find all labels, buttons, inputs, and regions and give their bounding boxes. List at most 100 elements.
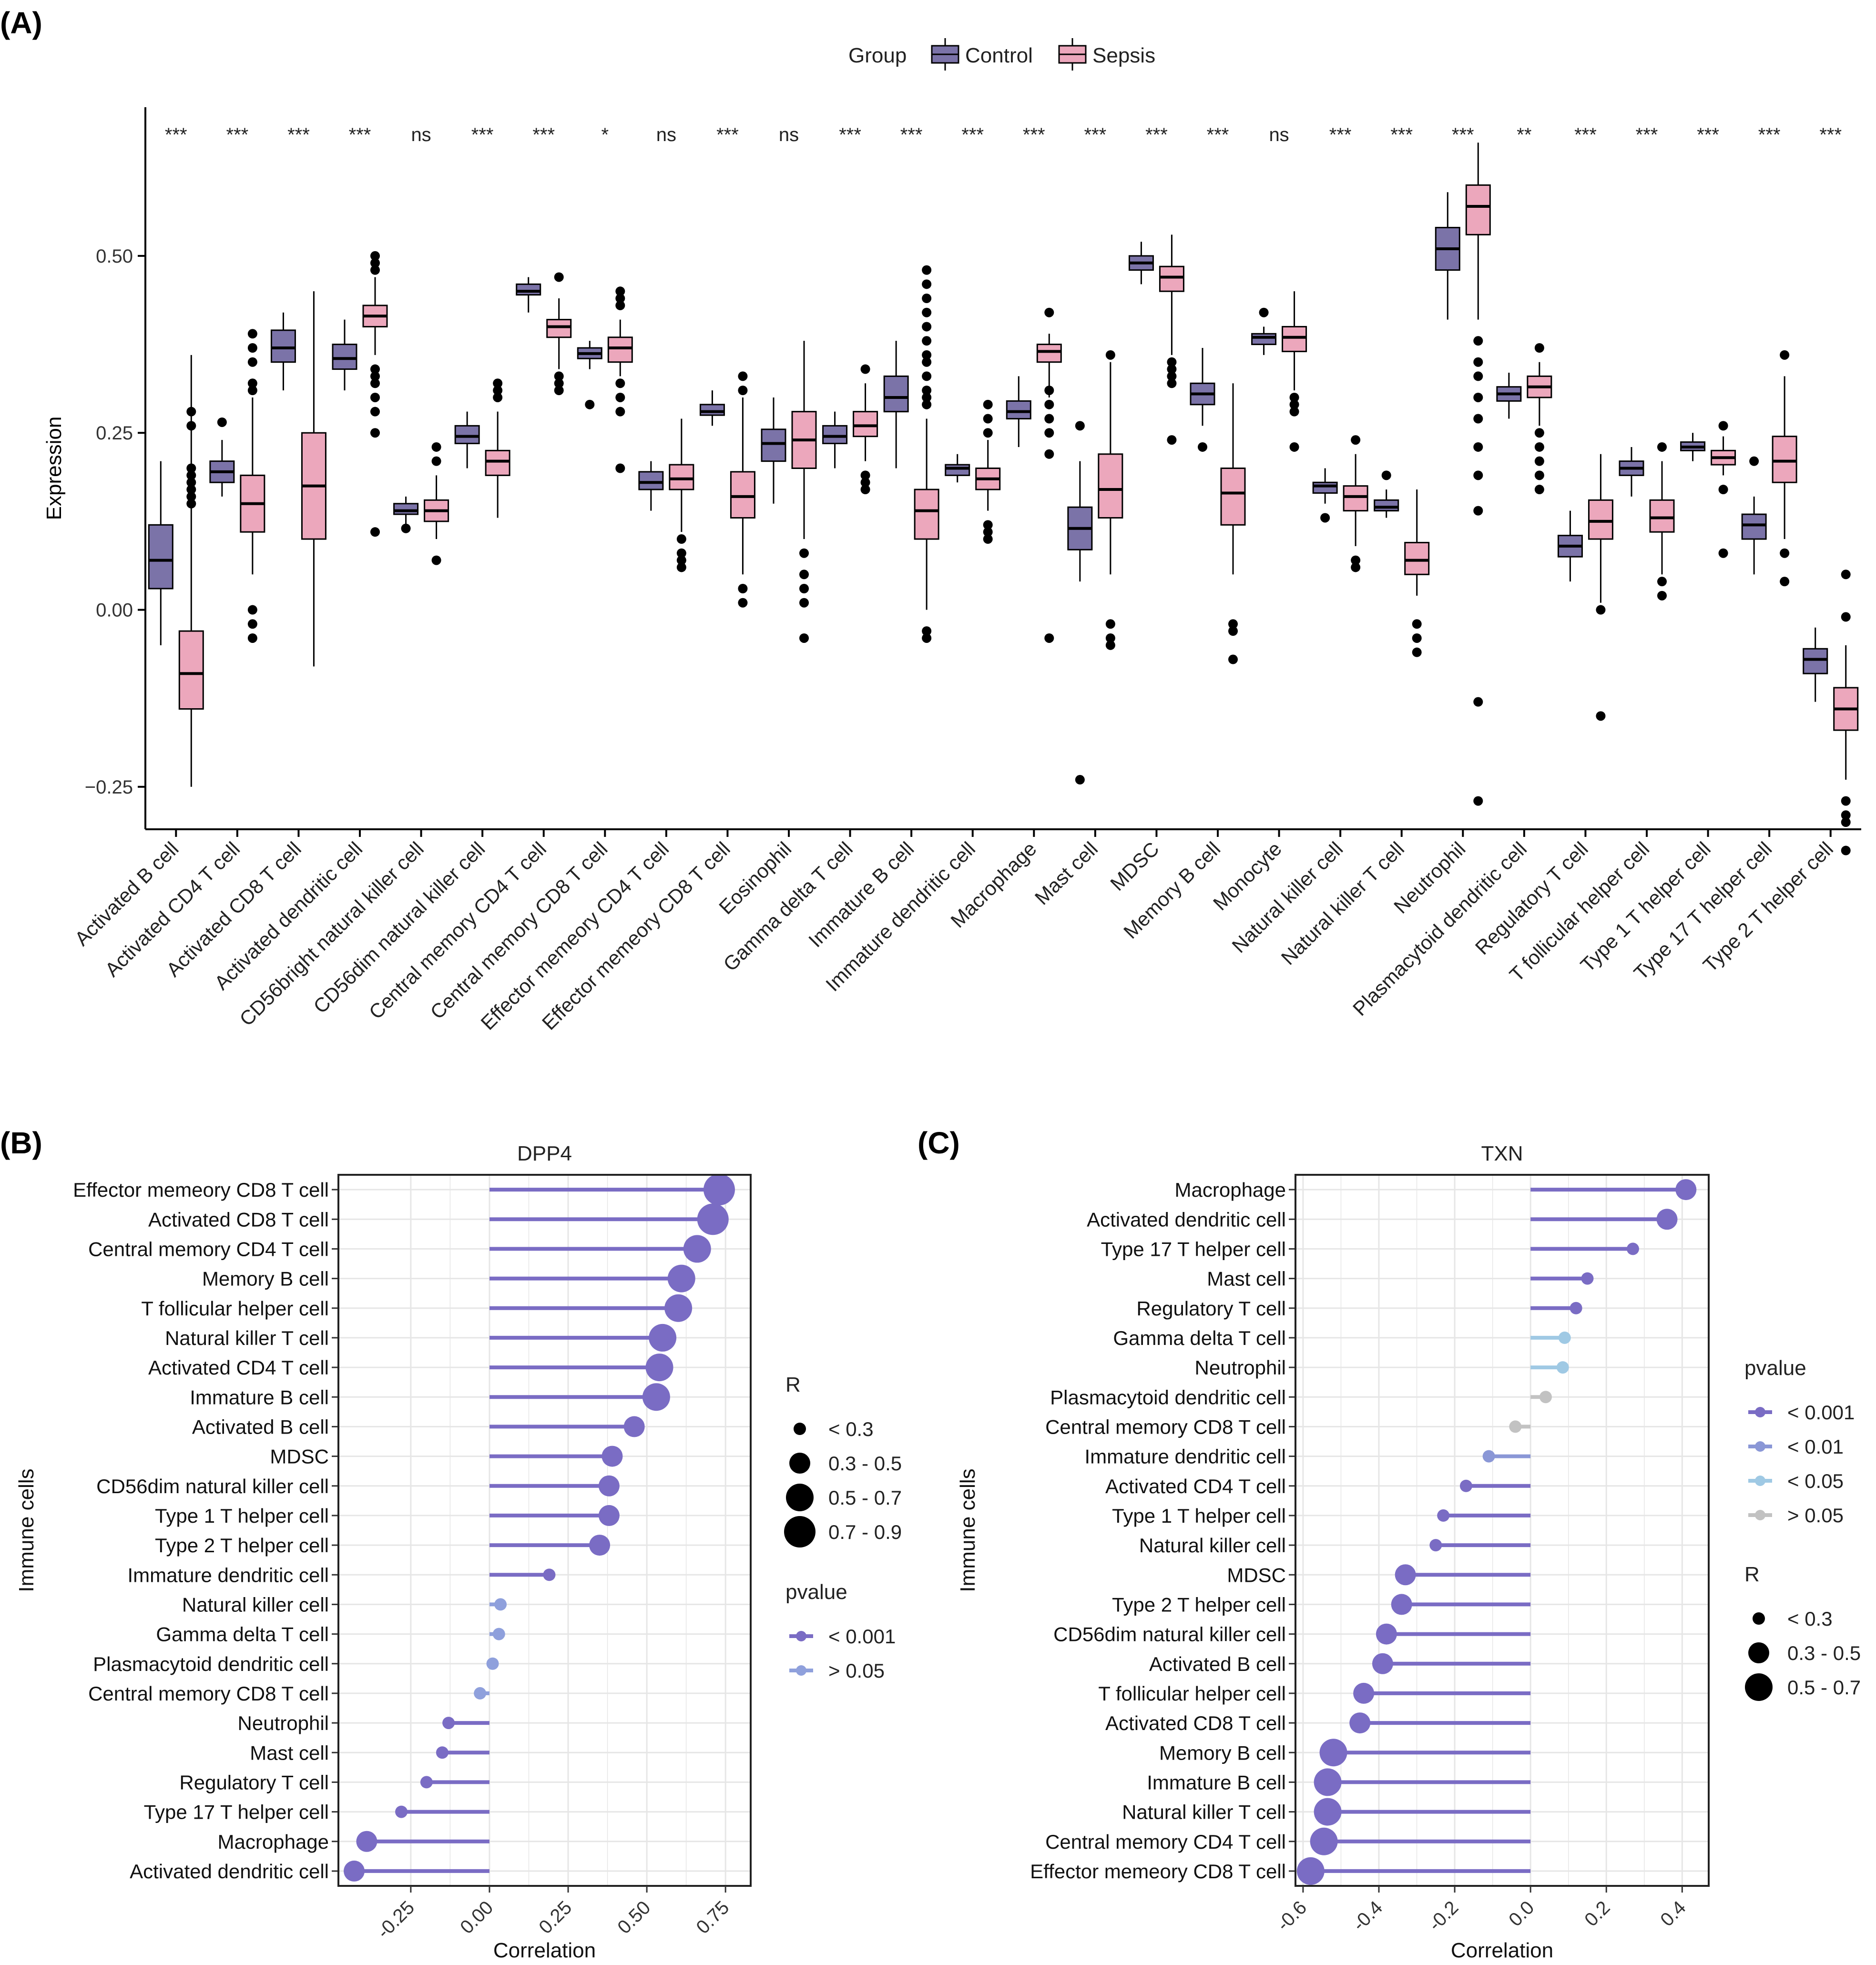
legend-r-label: 0.3 - 0.5 <box>1787 1642 1861 1664</box>
x-axis-title: Correlation <box>1451 1939 1553 1962</box>
box-control <box>516 283 541 296</box>
box-control <box>822 425 848 445</box>
lollipop-point <box>1395 1564 1416 1586</box>
outlier-sepsis <box>247 633 257 643</box>
legend-r-label: 0.7 - 0.9 <box>828 1521 902 1543</box>
outlier-sepsis <box>799 570 809 580</box>
legend-p-label: > 0.05 <box>828 1660 885 1682</box>
outlier-sepsis <box>1473 336 1483 346</box>
outlier-sepsis <box>1473 357 1483 367</box>
outlier-sepsis <box>247 343 257 353</box>
y-tick-label: Central memory CD4 T cell <box>1045 1831 1286 1853</box>
legend-p-label: < 0.05 <box>1787 1470 1844 1492</box>
box-sepsis <box>1098 453 1123 519</box>
legend-r-title: R <box>1744 1563 1760 1586</box>
outlier-sepsis <box>1780 548 1790 558</box>
outlier-sepsis <box>1412 619 1422 629</box>
y-tick-label: Natural killer cell <box>1139 1534 1286 1557</box>
outlier-sepsis <box>1228 619 1238 629</box>
legend-r-key <box>794 1423 806 1435</box>
lollipop-point <box>356 1831 377 1852</box>
outlier-sepsis <box>1473 697 1483 707</box>
outlier-sepsis <box>860 485 870 495</box>
lollipop-point <box>1570 1302 1582 1314</box>
y-tick-label: Activated CD8 T cell <box>1105 1712 1286 1734</box>
box-control <box>270 329 296 363</box>
y-tick-label: T follicular helper cell <box>141 1297 329 1320</box>
y-tick-label: Macrophage <box>218 1831 329 1853</box>
significance-label: *** <box>1207 124 1229 145</box>
outlier-sepsis <box>1167 435 1177 445</box>
significance-label: *** <box>532 124 555 145</box>
outlier-control <box>1381 470 1391 480</box>
lollipop-point <box>395 1805 408 1818</box>
outlier-sepsis <box>370 392 380 402</box>
outlier-sepsis <box>247 329 257 339</box>
outlier-sepsis <box>1718 485 1728 495</box>
outlier-sepsis <box>1473 414 1483 424</box>
outlier-sepsis <box>1534 485 1544 495</box>
outlier-sepsis <box>983 414 993 424</box>
outlier-control <box>1075 421 1085 431</box>
legend-title: Group <box>848 44 907 67</box>
lollipop-point <box>494 1598 507 1611</box>
outlier-sepsis <box>370 527 380 537</box>
lollipop-point <box>667 1264 695 1293</box>
legend-p-label: < 0.001 <box>1787 1401 1855 1424</box>
y-tick-label: Effector memeory CD8 T cell <box>73 1179 329 1201</box>
outlier-sepsis <box>493 392 503 402</box>
legend-p-label: > 0.05 <box>1787 1504 1844 1527</box>
y-tick-label: Natural killer T cell <box>165 1327 329 1349</box>
outlier-sepsis <box>186 485 196 495</box>
outlier-sepsis <box>860 364 870 374</box>
significance-label: ns <box>656 124 676 145</box>
panel-c-lollipop-txn: (C) TXN Macrophage Activated dendritic cell… <box>918 1126 1861 1962</box>
outlier-sepsis <box>922 392 932 402</box>
y-tick-label: CD56dim natural killer cell <box>96 1475 329 1497</box>
outlier-sepsis <box>186 499 196 509</box>
box-control <box>945 464 970 476</box>
lollipop-point <box>703 1174 735 1206</box>
outlier-control <box>1320 513 1330 523</box>
y-tick-label: Type 17 T helper cell <box>1101 1238 1286 1260</box>
significance-label: *** <box>900 124 923 145</box>
y-tick-label: Immature dendritic cell <box>128 1564 329 1586</box>
box-sepsis <box>1282 326 1307 352</box>
outlier-sepsis <box>615 392 625 402</box>
lollipop-point <box>1391 1594 1412 1615</box>
outlier-sepsis <box>1351 435 1361 445</box>
y-tick-label: CD56dim natural killer cell <box>1053 1623 1286 1646</box>
outlier-sepsis <box>1841 570 1851 580</box>
lollipop-point <box>344 1860 365 1882</box>
outlier-sepsis <box>1534 456 1544 466</box>
lollipop-point <box>697 1203 729 1235</box>
outlier-sepsis <box>922 294 932 304</box>
y-tick-label: Activated dendritic cell <box>130 1860 329 1883</box>
panel-label: (B) <box>0 1126 42 1160</box>
outlier-sepsis <box>615 463 625 473</box>
panel-title: DPP4 <box>517 1142 572 1165</box>
lollipop-point <box>543 1568 556 1581</box>
outlier-sepsis <box>1473 470 1483 480</box>
outlier-sepsis <box>922 350 932 360</box>
outlier-sepsis <box>1718 421 1728 431</box>
outlier-sepsis <box>370 371 380 381</box>
box-control <box>1741 513 1767 540</box>
y-tick-label: T follicular helper cell <box>1098 1682 1286 1705</box>
significance-label: *** <box>716 124 739 145</box>
outlier-sepsis <box>1596 711 1606 721</box>
y-tick-label: Memory B cell <box>202 1268 329 1290</box>
lollipop-point <box>486 1657 499 1670</box>
legend-r-key <box>784 1516 816 1548</box>
y-tick-label: MDSC <box>270 1446 329 1468</box>
y-tick-label: Effector memeory CD8 T cell <box>1030 1860 1286 1883</box>
box-sepsis <box>1588 499 1613 540</box>
outlier-control <box>1749 456 1759 466</box>
outlier-sepsis <box>860 470 870 480</box>
legend-r-label: < 0.3 <box>828 1418 874 1440</box>
lollipop-point <box>1353 1682 1375 1704</box>
y-tick-label: Central memory CD4 T cell <box>88 1238 329 1260</box>
x-axis-title: Correlation <box>493 1939 596 1962</box>
outlier-sepsis <box>186 463 196 473</box>
outlier-sepsis <box>1534 470 1544 480</box>
